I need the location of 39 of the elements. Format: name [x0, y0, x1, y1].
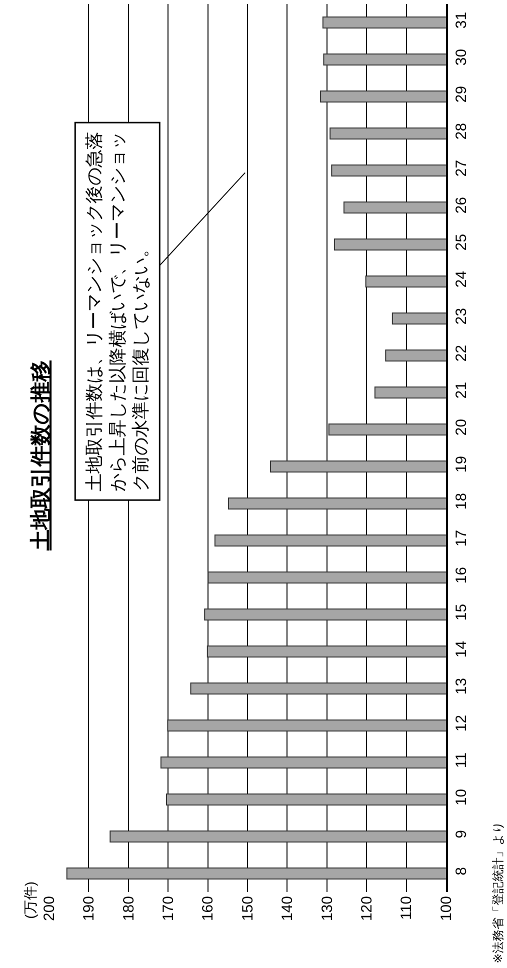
- y-tick-label: 19: [453, 456, 470, 473]
- y-tick-label: 17: [453, 530, 470, 547]
- y-tick-label: 29: [453, 86, 470, 103]
- text: ※法務省「登記統計」より: [490, 821, 505, 964]
- x-tick-label: 190: [80, 896, 98, 922]
- y-tick-label: 22: [453, 344, 470, 362]
- y-tick-label: 28: [453, 122, 470, 140]
- x-tick-label: 120: [358, 896, 376, 922]
- y-tick-label: 27: [453, 160, 470, 177]
- x-tick-label: 170: [160, 896, 177, 922]
- y-tick-label: 14: [453, 640, 470, 658]
- x-tick-label: 150: [239, 896, 256, 922]
- y-tick-label: 11: [453, 752, 470, 768]
- y-tick-label: 16: [453, 566, 470, 584]
- y-tick-label: 25: [453, 234, 470, 251]
- y-tick-label: 18: [453, 492, 470, 510]
- y-tick-label: 23: [453, 308, 470, 325]
- x-tick-label: 160: [200, 896, 217, 922]
- x-tick-label: 180: [120, 896, 138, 922]
- y-tick-label: 9: [453, 830, 470, 838]
- x-tick-label: 200: [40, 896, 58, 922]
- y-tick-label: 26: [453, 196, 470, 214]
- y-tick-label: 8: [453, 867, 470, 876]
- x-tick-label: 130: [318, 896, 336, 922]
- y-tick-label: 12: [453, 714, 470, 732]
- annotation: 土地取引件数は、リーマンショック後の急落から上昇した以降横ばいで、リーマンショック前の水準に回復していない。: [84, 131, 151, 492]
- y-tick-label: 13: [453, 678, 470, 695]
- text: (万件): [22, 881, 38, 919]
- x-tick-label: 140: [279, 896, 296, 922]
- x-tick-label: 110: [398, 896, 416, 920]
- y-tick-label: 21: [453, 382, 470, 399]
- y-tick-label: 10: [453, 788, 470, 806]
- y-tick-label: 30: [453, 48, 470, 66]
- x-tick-label: 100: [438, 896, 455, 922]
- y-tick-label: 20: [453, 418, 470, 436]
- y-tick-label: 24: [453, 270, 470, 288]
- text: 土地取引件数の推移: [29, 360, 52, 552]
- y-tick-label: 15: [453, 604, 470, 621]
- y-tick-label: 31: [453, 12, 470, 29]
